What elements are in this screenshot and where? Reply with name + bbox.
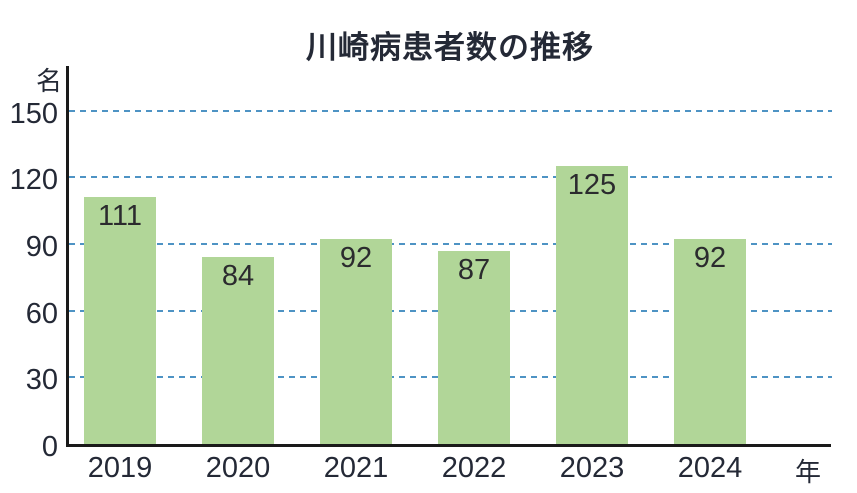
x-axis-unit-label: 年 — [794, 457, 821, 487]
x-tick-label-2021: 2021 — [323, 452, 389, 484]
y-axis-unit-label: 名 — [35, 66, 62, 96]
chart-title: 川崎病患者数の推移 — [306, 30, 594, 65]
y-tick-label-150: 150 — [9, 97, 58, 130]
bar-value-label-2020: 84 — [221, 260, 255, 293]
x-tick-label-2024: 2024 — [677, 452, 743, 484]
bar-2021: 92 — [320, 239, 392, 444]
x-axis-line — [66, 444, 831, 447]
y-tick-label-30: 30 — [25, 364, 58, 397]
y-tick-label-90: 90 — [25, 230, 58, 263]
x-tick-label-2020: 2020 — [205, 452, 271, 484]
bar-2023: 125 — [556, 166, 628, 444]
bar-value-label-2023: 125 — [567, 169, 617, 202]
bar-2020: 84 — [202, 257, 274, 444]
y-tick-label-120: 120 — [9, 164, 58, 197]
bar-2019: 111 — [84, 197, 156, 444]
y-tick-label-0: 0 — [41, 431, 58, 463]
bar-value-label-2022: 87 — [457, 253, 491, 286]
bar-value-label-2024: 92 — [693, 242, 727, 275]
x-tick-label-2019: 2019 — [87, 452, 153, 484]
gridline-150 — [69, 109, 832, 112]
bar-2022: 87 — [438, 250, 510, 444]
bar-value-label-2019: 111 — [97, 200, 143, 233]
bar-value-label-2021: 92 — [339, 242, 373, 275]
x-tick-label-2023: 2023 — [559, 452, 625, 484]
gridline-90 — [69, 242, 832, 245]
y-axis-line — [66, 66, 69, 447]
bar-2024: 92 — [674, 239, 746, 444]
gridline-120 — [69, 176, 832, 179]
y-tick-label-60: 60 — [25, 297, 58, 330]
x-tick-label-2022: 2022 — [441, 452, 507, 484]
